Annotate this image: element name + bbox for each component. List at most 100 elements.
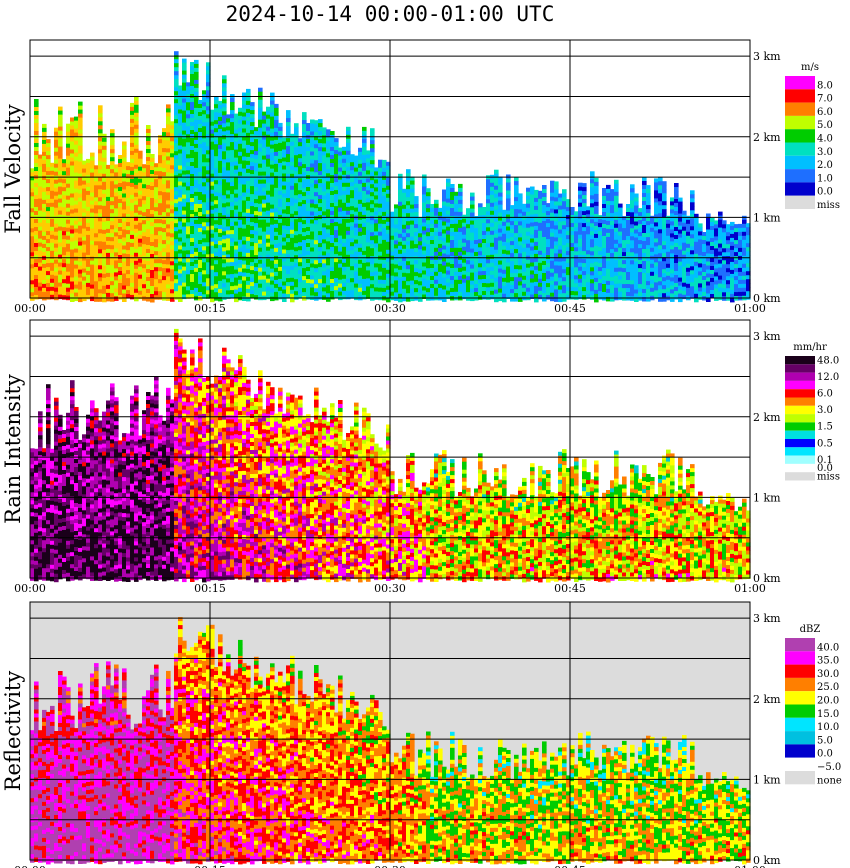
echo-cell [190,294,195,299]
echo-cell [74,116,79,122]
echo-cell [262,111,267,117]
echo-cell [182,186,187,192]
echo-cell [262,179,267,185]
echo-cell [502,233,507,239]
echo-cell [382,187,387,193]
echo-cell [466,244,471,249]
echo-cell [138,294,143,300]
echo-cell [326,133,331,138]
echo-cell [306,123,311,128]
echo-cell [166,184,171,189]
echo-cell [130,154,135,160]
echo-cell [282,161,287,166]
echo-cell [74,196,79,202]
echo-cell [254,211,259,216]
echo-cell [170,293,175,298]
echo-cell [94,241,99,246]
echo-cell [38,182,43,188]
echo-cell [294,211,299,216]
echo-cell [58,122,63,128]
echo-cell [322,139,327,144]
echo-cell [190,210,195,215]
echo-cell [158,267,163,272]
echo-cell [178,297,183,302]
echo-cell [522,267,527,273]
echo-cell [514,269,519,274]
echo-cell [318,127,323,132]
echo-cell [238,283,243,289]
echo-cell [410,260,415,266]
echo-cell [342,266,347,272]
echo-cell [298,242,303,247]
echo-cell [422,286,427,291]
echo-cell [350,278,355,283]
echo-cell [126,250,131,255]
echo-cell [214,124,219,129]
echo-cell [486,275,491,280]
echo-cell [318,203,323,208]
echo-cell [470,296,475,302]
echo-cell [430,280,435,285]
echo-cell [494,293,499,299]
echo-cell [490,202,495,208]
echo-cell [402,276,407,282]
echo-cell [178,285,183,290]
echo-cell [194,139,199,145]
echo-cell [106,176,111,182]
echo-cell [118,219,123,224]
echo-cell [242,208,247,213]
echo-cell [38,262,43,268]
echo-cell [162,280,167,285]
echo-cell [274,243,279,249]
echo-cell [438,231,443,237]
echo-cell [258,271,263,277]
echo-cell [218,212,223,218]
echo-cell [290,249,295,255]
echo-cell [70,241,75,246]
echo-cell [58,266,63,272]
echo-cell [134,104,139,110]
echo-cell [106,256,111,262]
echo-cell [86,202,91,208]
echo-cell [166,208,171,213]
echo-cell [238,207,243,213]
echo-cell [134,244,139,250]
echo-cell [358,223,363,229]
echo-cell [126,278,131,283]
echo-cell [210,209,215,215]
echo-cell [402,264,407,270]
echo-cell [126,210,131,215]
echo-cell [394,296,399,301]
echo-cell [370,272,375,277]
echo-cell [426,200,431,205]
echo-cell [290,221,295,227]
echo-cell [146,193,151,198]
echo-cell [218,288,223,294]
echo-cell [482,283,487,288]
echo-cell [518,289,523,294]
echo-cell [506,278,511,283]
echo-cell [222,155,227,160]
echo-cell [186,102,191,107]
echo-cell [242,248,247,253]
echo-cell [202,262,207,267]
echo-cell [406,233,411,238]
echo-cell [54,251,59,257]
echo-cell [406,213,411,218]
echo-cell [238,251,243,257]
echo-cell [66,143,71,149]
echo-cell [106,228,111,234]
echo-cell [102,277,107,283]
echo-cell [138,258,143,264]
echo-cell [526,235,531,241]
echo-cell [346,154,351,160]
echo-cell [198,132,203,137]
echo-cell [294,127,299,132]
echo-cell [290,213,295,219]
echo-cell [254,239,259,244]
echo-cell [138,170,143,176]
echo-cell [50,182,55,188]
echo-cell [506,214,511,219]
echo-cell [302,292,307,297]
echo-cell [274,215,279,221]
